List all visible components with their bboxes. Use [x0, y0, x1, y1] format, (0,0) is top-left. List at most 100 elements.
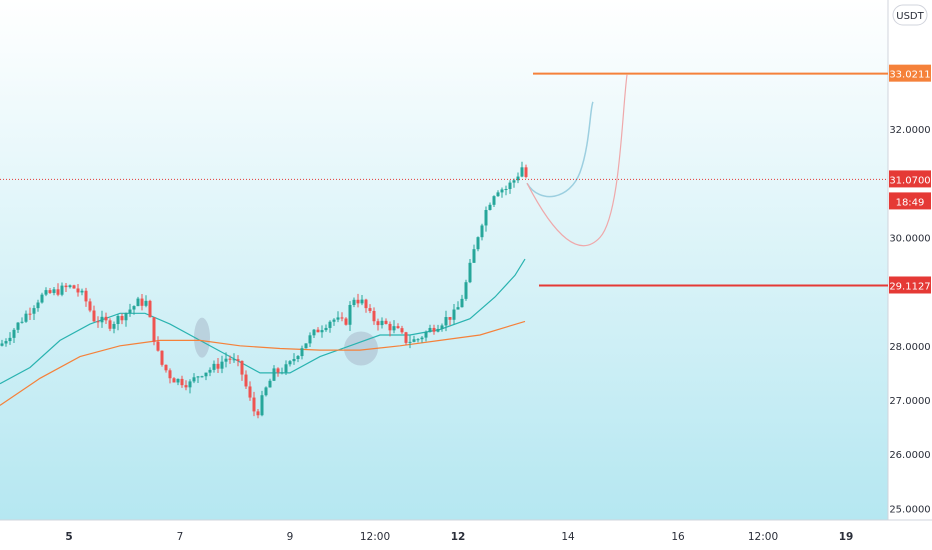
- candle[interactable]: [240, 360, 244, 381]
- candle[interactable]: [328, 320, 332, 333]
- candle[interactable]: [504, 185, 508, 196]
- candle[interactable]: [152, 317, 156, 346]
- candle[interactable]: [160, 350, 164, 367]
- candle[interactable]: [280, 367, 284, 375]
- candle[interactable]: [156, 336, 160, 352]
- candle[interactable]: [68, 284, 72, 289]
- candle[interactable]: [44, 287, 48, 297]
- candle[interactable]: [36, 299, 40, 312]
- candle[interactable]: [404, 331, 408, 346]
- slow-moving-average-line[interactable]: [0, 320, 526, 406]
- candle[interactable]: [196, 375, 200, 384]
- candle[interactable]: [312, 329, 316, 338]
- candle[interactable]: [100, 310, 104, 328]
- candle[interactable]: [272, 365, 276, 381]
- candle[interactable]: [40, 292, 44, 304]
- candle[interactable]: [28, 307, 32, 321]
- candle[interactable]: [388, 321, 392, 337]
- candle[interactable]: [304, 343, 308, 349]
- candle[interactable]: [264, 386, 268, 397]
- candle[interactable]: [468, 258, 472, 284]
- candle[interactable]: [200, 375, 204, 378]
- candle[interactable]: [172, 377, 176, 383]
- candle[interactable]: [420, 336, 424, 343]
- candle[interactable]: [428, 324, 432, 333]
- candle[interactable]: [144, 295, 148, 308]
- candle[interactable]: [360, 295, 364, 306]
- candle[interactable]: [472, 244, 476, 263]
- candle[interactable]: [24, 310, 28, 323]
- candle[interactable]: [452, 304, 456, 325]
- candle[interactable]: [352, 297, 356, 308]
- candle[interactable]: [236, 355, 240, 367]
- candle[interactable]: [216, 358, 220, 373]
- candle[interactable]: [384, 318, 388, 325]
- candle[interactable]: [48, 287, 52, 294]
- candle[interactable]: [268, 378, 272, 388]
- candle[interactable]: [500, 187, 504, 198]
- candle[interactable]: [276, 367, 280, 377]
- candle[interactable]: [292, 353, 296, 365]
- candle[interactable]: [424, 330, 428, 342]
- candle[interactable]: [108, 318, 112, 332]
- candle[interactable]: [456, 301, 460, 310]
- candle[interactable]: [72, 284, 76, 289]
- candle[interactable]: [520, 161, 524, 178]
- candle[interactable]: [336, 311, 340, 323]
- candle[interactable]: [228, 355, 232, 364]
- candle[interactable]: [188, 379, 192, 394]
- candle[interactable]: [120, 313, 124, 325]
- candle[interactable]: [124, 312, 128, 327]
- candle[interactable]: [448, 317, 452, 326]
- candle[interactable]: [368, 304, 372, 314]
- candle[interactable]: [296, 354, 300, 363]
- candle[interactable]: [284, 360, 288, 375]
- candle[interactable]: [112, 321, 116, 334]
- candle[interactable]: [0, 339, 4, 347]
- candle[interactable]: [32, 305, 36, 320]
- candle[interactable]: [244, 370, 248, 390]
- projection-curve-pink[interactable]: [526, 74, 628, 247]
- projection-curves[interactable]: [526, 74, 628, 247]
- candle[interactable]: [400, 325, 404, 334]
- candle[interactable]: [432, 324, 436, 335]
- candle[interactable]: [80, 288, 84, 296]
- candle[interactable]: [332, 318, 336, 326]
- candle[interactable]: [204, 372, 208, 381]
- candle[interactable]: [440, 323, 444, 332]
- candle[interactable]: [208, 367, 212, 377]
- candle[interactable]: [224, 352, 228, 368]
- candle[interactable]: [260, 390, 264, 417]
- candle[interactable]: [184, 380, 188, 391]
- candle[interactable]: [76, 284, 80, 297]
- candle[interactable]: [372, 307, 376, 325]
- candle[interactable]: [516, 172, 520, 184]
- candle[interactable]: [524, 164, 528, 179]
- candle[interactable]: [132, 305, 136, 315]
- candle[interactable]: [20, 317, 24, 324]
- candle[interactable]: [288, 360, 292, 367]
- candle[interactable]: [248, 381, 252, 401]
- candle[interactable]: [128, 303, 132, 317]
- candle[interactable]: [460, 294, 464, 308]
- candle[interactable]: [512, 178, 516, 188]
- candle[interactable]: [176, 378, 180, 386]
- candle[interactable]: [396, 323, 400, 329]
- candle[interactable]: [324, 324, 328, 332]
- candle[interactable]: [212, 360, 216, 373]
- candle[interactable]: [300, 345, 304, 360]
- candle[interactable]: [308, 332, 312, 347]
- candlestick-series[interactable]: [0, 161, 528, 419]
- candle[interactable]: [348, 301, 352, 332]
- candle[interactable]: [464, 279, 468, 301]
- projection-curve-blue[interactable]: [526, 101, 594, 198]
- candle[interactable]: [484, 206, 488, 232]
- candle[interactable]: [192, 373, 196, 384]
- candle[interactable]: [444, 310, 448, 332]
- candle[interactable]: [164, 364, 168, 373]
- candle[interactable]: [136, 296, 140, 307]
- candle[interactable]: [496, 190, 500, 197]
- candle[interactable]: [416, 338, 420, 343]
- candle[interactable]: [220, 355, 224, 374]
